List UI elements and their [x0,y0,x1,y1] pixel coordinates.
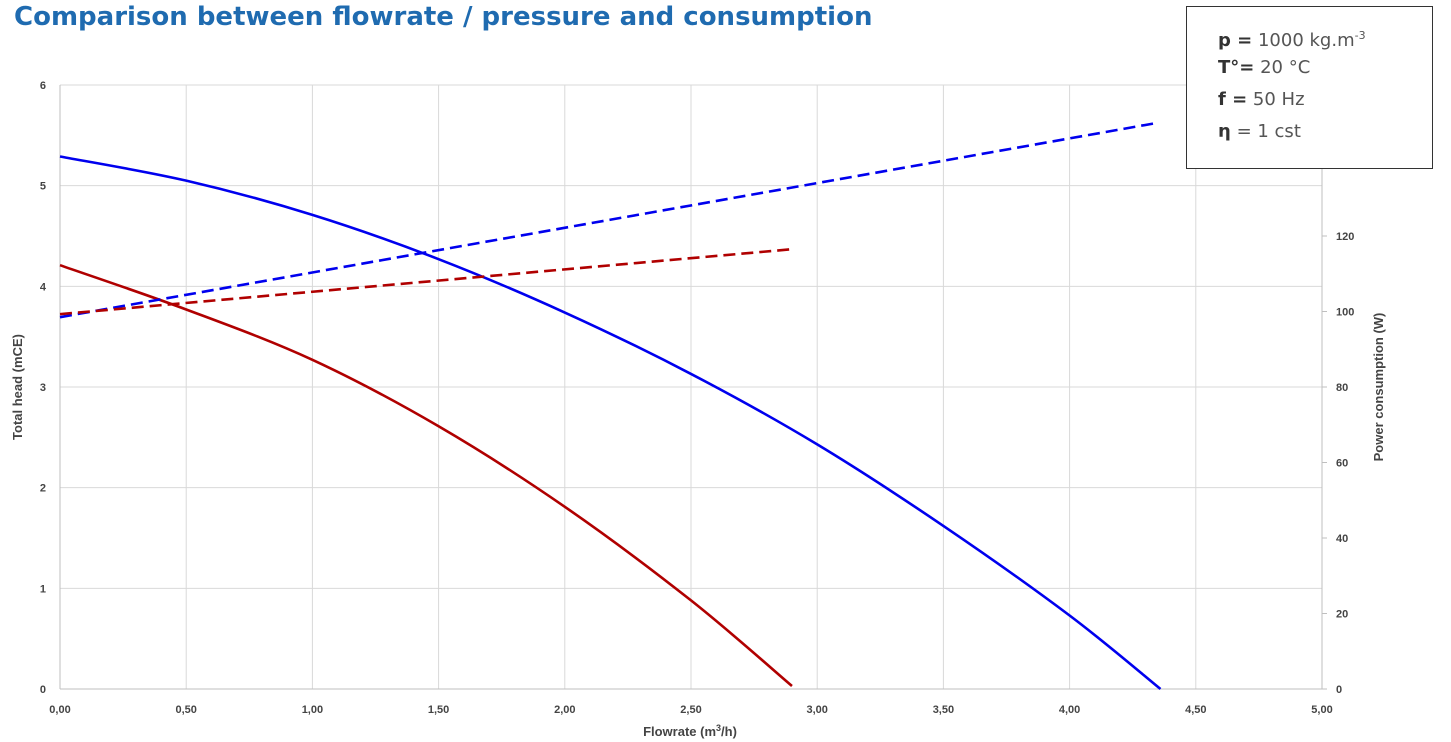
y2-tick-label: 80 [1336,382,1348,394]
y-tick-label: 2 [40,483,46,495]
x-tick-label: 4,00 [1059,704,1080,716]
y-tick-label: 4 [40,281,47,293]
x-tick-label: 1,50 [428,704,449,716]
y2-tick-label: 0 [1336,684,1342,696]
y2-tick-label: 20 [1336,609,1348,621]
y-tick-label: 1 [40,583,46,595]
y2-tick-label: 120 [1336,231,1354,243]
y2-tick-label: 40 [1336,533,1348,545]
temperature-row: T°= 20 °C [1218,57,1311,78]
x-tick-label: 2,00 [554,704,575,716]
x-axis-label: Flowrate (m3/h) [643,723,737,739]
power-line-blue [59,121,1159,319]
y-tick-label: 5 [40,181,46,193]
x-tick-label: 5,00 [1311,704,1332,716]
chart-title: Comparison between flowrate / pressure a… [14,2,873,32]
frequency-row: f = 50 Hz [1218,89,1305,110]
x-tick-label: 1,00 [302,704,323,716]
x-tick-label: 2,50 [680,704,701,716]
chart-tick-labels: 0,00 0,50 1,00 1,50 2,00 2,50 3,00 3,50 4,00 4,50… [40,80,1354,716]
x-tick-label: 3,50 [933,704,954,716]
y-axis-label: Total head (mCE) [10,334,25,440]
power-line-red [59,247,793,316]
conditions-box: p = 1000 kg.m-3 T°= 20 °C f = 50 Hz η = … [1186,6,1433,169]
chart-series [59,121,1162,691]
chart-grid [59,84,1323,690]
x-tick-label: 3,00 [806,704,827,716]
viscosity-row: η = 1 cst [1218,121,1301,142]
head-curve-red [59,263,793,687]
y-tick-label: 0 [40,684,46,696]
x-tick-label: 0,00 [49,704,70,716]
density-row: p = 1000 kg.m-3 [1218,29,1366,51]
x-tick-label: 0,50 [175,704,196,716]
y-tick-label: 6 [40,80,46,92]
chart-axes [59,85,1327,690]
y2-axis-label: Power consumption (W) [1371,313,1386,462]
y-tick-label: 3 [40,382,46,394]
y2-tick-label: 100 [1336,307,1354,319]
head-curve-blue [59,155,1162,691]
x-tick-label: 4,50 [1185,704,1206,716]
y2-tick-label: 60 [1336,458,1348,470]
